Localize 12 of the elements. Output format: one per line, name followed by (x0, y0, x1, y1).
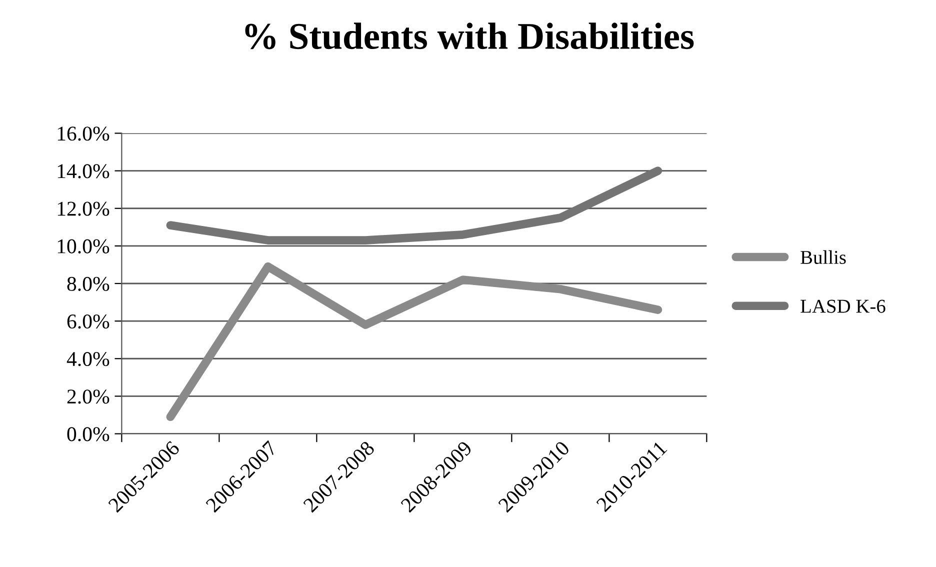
chart-title: % Students with Disabilities (245, 22, 694, 50)
legend-label: Bullis (800, 250, 846, 264)
y-tick-label: 8.0% (67, 276, 110, 292)
y-tick-label: 12.0% (58, 202, 110, 216)
y-tick-label: 14.0% (58, 164, 110, 178)
y-tick-label: 16.0% (58, 126, 110, 141)
y-tick-label: 4.0% (66, 352, 110, 366)
y-tick-label: 2.0% (67, 390, 110, 404)
y-tick-label: 6.0% (67, 314, 110, 329)
y-tick-label: 10.0% (58, 239, 110, 254)
y-tick-label: 0.0% (67, 427, 110, 442)
legend-label: LASD K-6 (800, 300, 886, 313)
